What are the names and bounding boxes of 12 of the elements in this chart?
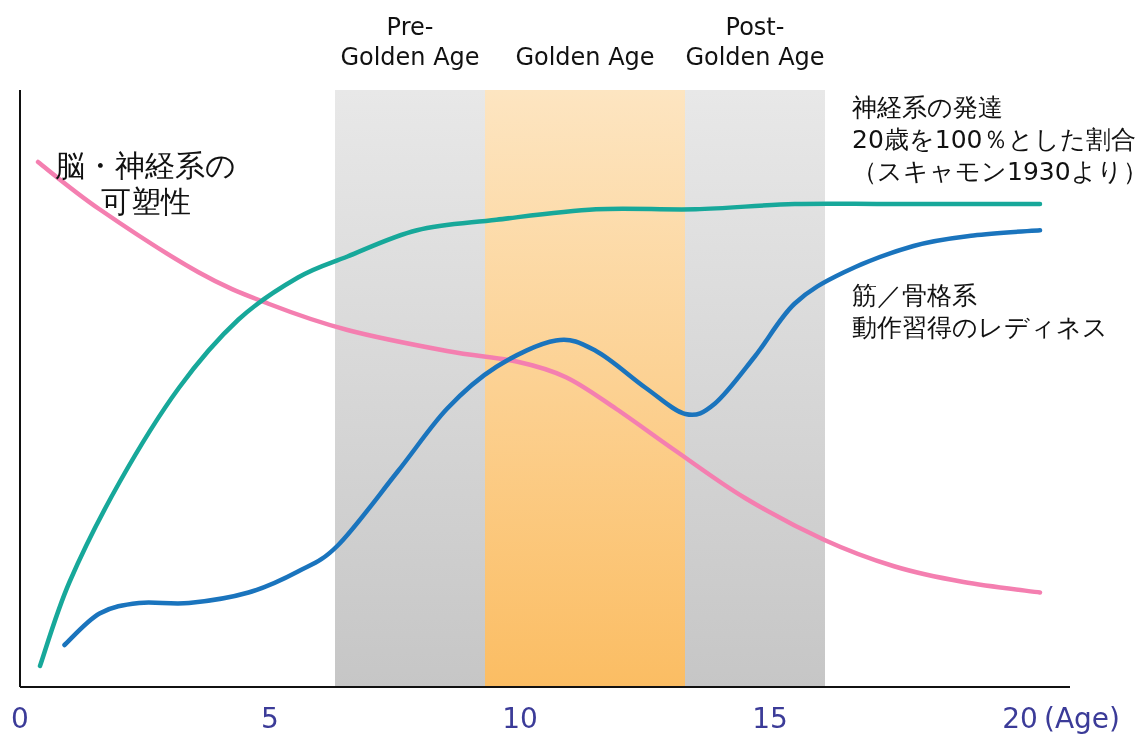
series-label: 神経系の発達20歳を100％とした割合（スキャモン1930より） xyxy=(852,92,1148,188)
x-tick-label: 20 xyxy=(1002,702,1038,735)
band-label: Pre- Golden Age xyxy=(339,12,481,72)
x-tick-label: 5 xyxy=(261,702,279,735)
series-label: 筋／骨格系動作習得のレディネス xyxy=(852,280,1108,344)
x-tick-label: 0 xyxy=(11,702,29,735)
series-label: 脳・神経系の可塑性 xyxy=(55,148,236,220)
band-label: Golden Age xyxy=(514,42,656,72)
x-tick-label: 10 xyxy=(502,702,538,735)
x-tick-label: 15 xyxy=(752,702,788,735)
band-label: Post- Golden Age xyxy=(684,12,826,72)
x-axis-title: (Age) xyxy=(1044,702,1121,735)
